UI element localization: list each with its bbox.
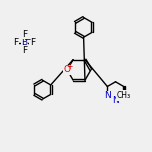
Text: F: F — [22, 30, 27, 39]
Text: +: + — [66, 62, 72, 71]
Text: N: N — [104, 91, 111, 100]
Text: F: F — [13, 38, 19, 47]
Text: N: N — [112, 96, 119, 105]
Text: CH₃: CH₃ — [117, 91, 131, 100]
Text: B: B — [21, 38, 27, 47]
Text: F: F — [30, 38, 35, 47]
Text: −: − — [23, 35, 30, 44]
Text: F: F — [22, 46, 27, 55]
Text: O: O — [64, 65, 71, 74]
